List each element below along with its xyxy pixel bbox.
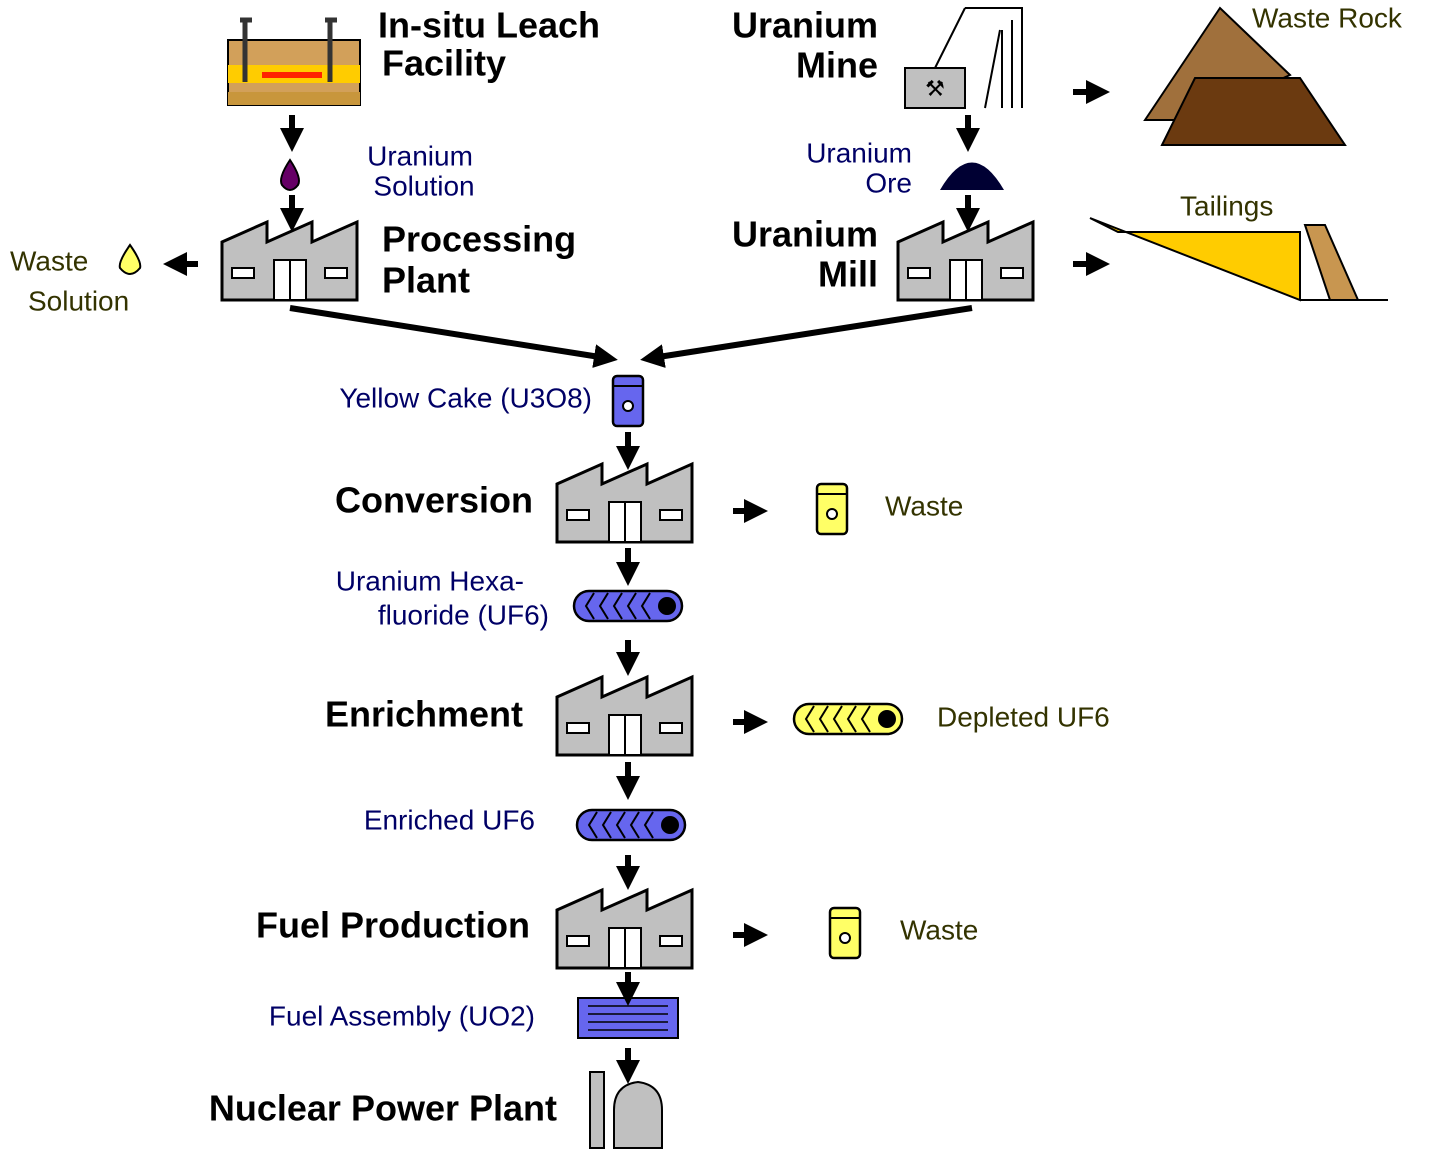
label: Solution [373,170,474,201]
label: In-situ Leach [378,5,600,46]
label: Ore [865,167,912,198]
label: Conversion [335,480,533,521]
label: Waste Rock [1252,2,1403,33]
label: Waste [900,914,978,945]
label: Uranium [367,140,473,171]
label: Nuclear Power Plant [209,1088,557,1129]
label: Yellow Cake (U3O8) [339,382,592,413]
svg-text:⚒: ⚒ [925,76,945,101]
labels: In-situ Leach Facility Uranium Mine Wast… [10,2,1403,1128]
shapes: ⚒ [118,6,1388,1149]
label: Uranium [806,137,912,168]
label: Mill [818,254,878,295]
label: Solution [28,285,129,316]
label: Fuel Production [256,905,530,946]
label: Uranium Hexa- [336,565,524,596]
label: Enriched UF6 [364,804,535,835]
label: Tailings [1180,190,1273,221]
label: Enrichment [325,694,523,735]
label: Fuel Assembly (UO2) [269,1000,535,1031]
label: Waste [885,490,963,521]
label: Plant [382,260,470,301]
label: fluoride (UF6) [378,599,549,630]
label: Processing [382,219,576,260]
label: Mine [796,45,878,86]
label: Depleted UF6 [937,701,1110,732]
label: Uranium [732,5,878,46]
label: Waste [10,245,88,276]
label: Uranium [732,214,878,255]
label: Facility [382,43,506,84]
